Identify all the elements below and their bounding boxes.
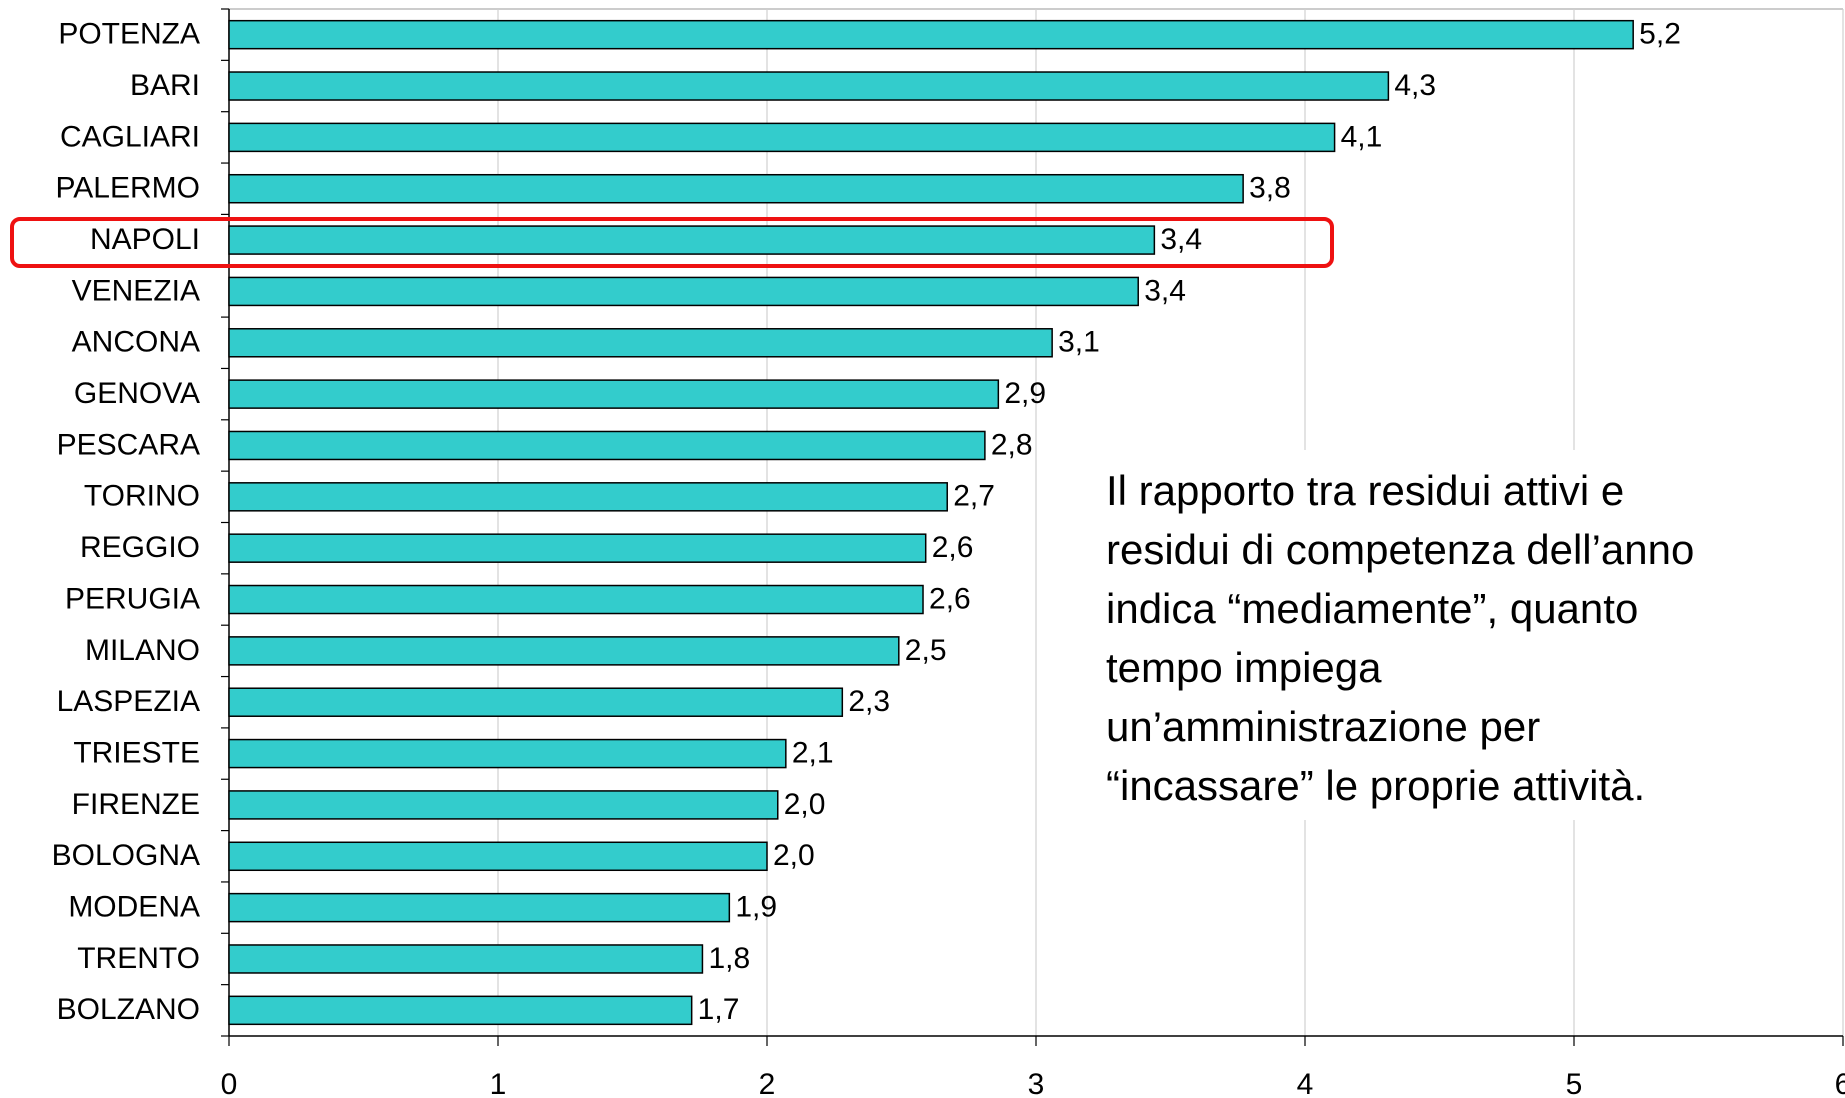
y-tick-label: TORINO xyxy=(84,480,200,513)
y-tick-label: BOLZANO xyxy=(57,993,200,1026)
bar xyxy=(228,584,924,615)
y-tick-label: PESCARA xyxy=(57,428,200,461)
y-tick-label: TRENTO xyxy=(77,942,200,975)
y-tick-label: LASPEZIA xyxy=(57,685,200,718)
y-tick-label: MODENA xyxy=(68,891,200,924)
value-label: 2,7 xyxy=(953,480,995,513)
bar xyxy=(228,533,927,563)
y-tick-label: NAPOLI xyxy=(90,223,200,256)
bars: POTENZA 5,2 BARI 4,3 CAGLIARI 4,1 PALERMO 3,8 NA… xyxy=(52,18,1681,1027)
y-tick-label: PERUGIA xyxy=(65,582,200,615)
value-label: 2,9 xyxy=(1004,377,1046,410)
bar xyxy=(228,892,731,923)
value-label: 1,8 xyxy=(708,942,750,975)
value-label: 3,1 xyxy=(1058,326,1100,359)
y-tick-label: TRIESTE xyxy=(73,736,200,769)
value-label: 2,0 xyxy=(784,788,826,821)
value-label: 2,5 xyxy=(905,634,947,667)
value-label: 2,3 xyxy=(848,685,890,718)
annotation-line: indica “mediamente”, quanto xyxy=(1106,585,1638,632)
annotation-line: “incassare” le proprie attività. xyxy=(1106,762,1645,809)
y-tick-label: PALERMO xyxy=(56,172,200,205)
value-label: 3,8 xyxy=(1249,172,1291,205)
y-tick-label: BOLOGNA xyxy=(52,839,200,872)
annotation-line: un’amministrazione per xyxy=(1106,703,1540,750)
value-label: 2,6 xyxy=(929,582,971,615)
y-tick-label: REGGIO xyxy=(80,531,200,564)
x-tick-label: 2 xyxy=(759,1068,776,1098)
annotation-line: tempo impiega xyxy=(1106,644,1382,691)
bar xyxy=(228,225,1156,255)
value-label: 2,0 xyxy=(773,839,815,872)
y-tick-label: FIRENZE xyxy=(72,788,200,821)
bar xyxy=(228,790,779,820)
bar xyxy=(228,636,900,666)
bar xyxy=(228,995,693,1026)
x-tick-label: 5 xyxy=(1566,1068,1583,1098)
annotation-line: Il rapporto tra residui attivi e xyxy=(1106,467,1624,514)
value-label: 1,7 xyxy=(698,993,740,1026)
value-label: 2,1 xyxy=(792,736,834,769)
x-tick-label: 1 xyxy=(490,1068,507,1098)
bar xyxy=(228,944,704,974)
bar xyxy=(228,379,1000,409)
y-tick-label: VENEZIA xyxy=(72,274,200,307)
bar xyxy=(228,687,844,717)
highlight-box xyxy=(10,217,1334,268)
bar xyxy=(228,328,1053,358)
value-label: 4,3 xyxy=(1394,69,1436,102)
bar xyxy=(228,430,986,461)
y-tick-label: MILANO xyxy=(85,634,200,667)
value-label: 3,4 xyxy=(1144,274,1186,307)
bar xyxy=(228,482,948,512)
y-tick-label: CAGLIARI xyxy=(60,120,200,153)
value-label: 1,9 xyxy=(735,891,777,924)
bar xyxy=(228,738,787,769)
bar xyxy=(228,173,1244,204)
x-tick-label: 4 xyxy=(1297,1068,1314,1098)
value-label: 2,8 xyxy=(991,428,1033,461)
y-tick-label: ANCONA xyxy=(72,326,200,359)
value-label: 4,1 xyxy=(1341,120,1383,153)
x-tick-label: 0 xyxy=(221,1068,238,1098)
bar xyxy=(228,276,1139,307)
y-tick-label: BARI xyxy=(130,69,200,102)
bar xyxy=(228,71,1390,101)
annotation: Il rapporto tra residui attivi e residui … xyxy=(1106,467,1694,809)
bar xyxy=(228,19,1634,50)
x-tick-label: 6 xyxy=(1835,1068,1845,1098)
x-tick-label: 3 xyxy=(1028,1068,1045,1098)
value-label: 2,6 xyxy=(932,531,974,564)
annotation-line: residui di competenza dell’anno xyxy=(1106,526,1694,573)
value-label: 3,4 xyxy=(1160,223,1202,256)
bar xyxy=(228,841,768,872)
y-tick-label: POTENZA xyxy=(58,18,200,51)
bar xyxy=(228,122,1336,153)
annotation-box xyxy=(1090,450,1790,820)
y-tick-label: GENOVA xyxy=(74,377,200,410)
value-label: 5,2 xyxy=(1639,18,1681,51)
